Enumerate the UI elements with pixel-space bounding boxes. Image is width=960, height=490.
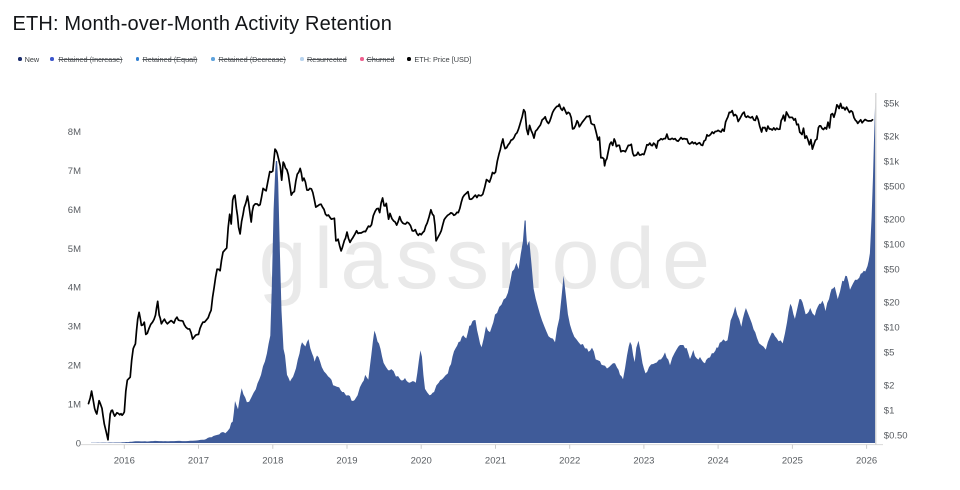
svg-text:$0.50: $0.50: [884, 431, 908, 442]
svg-text:$1: $1: [884, 406, 895, 417]
svg-text:4M: 4M: [68, 283, 81, 294]
svg-text:3M: 3M: [68, 322, 81, 333]
svg-text:8M: 8M: [68, 127, 81, 138]
svg-text:$2k: $2k: [884, 132, 900, 143]
svg-text:2020: 2020: [411, 455, 432, 466]
svg-text:2025: 2025: [782, 455, 803, 466]
svg-text:$10: $10: [884, 323, 900, 334]
svg-text:1M: 1M: [68, 399, 81, 410]
svg-text:$200: $200: [884, 215, 905, 226]
svg-text:$100: $100: [884, 240, 905, 251]
svg-text:2026: 2026: [856, 455, 877, 466]
svg-text:$5: $5: [884, 348, 895, 359]
svg-text:2017: 2017: [188, 455, 209, 466]
svg-text:$5k: $5k: [884, 99, 900, 110]
svg-text:$2: $2: [884, 381, 895, 392]
svg-text:$1k: $1k: [884, 157, 900, 168]
svg-text:2023: 2023: [633, 455, 654, 466]
svg-text:6M: 6M: [68, 205, 81, 216]
svg-text:2M: 2M: [68, 361, 81, 372]
svg-text:2021: 2021: [485, 455, 506, 466]
svg-text:2016: 2016: [114, 455, 135, 466]
svg-text:2022: 2022: [559, 455, 580, 466]
svg-text:5M: 5M: [68, 244, 81, 255]
svg-text:$50: $50: [884, 265, 900, 276]
svg-text:glassnode: glassnode: [259, 211, 718, 307]
svg-text:2019: 2019: [336, 455, 357, 466]
svg-text:0: 0: [76, 438, 81, 449]
svg-text:$500: $500: [884, 182, 905, 193]
svg-text:2018: 2018: [262, 455, 283, 466]
svg-text:2024: 2024: [708, 455, 729, 466]
svg-text:$20: $20: [884, 298, 900, 309]
svg-text:7M: 7M: [68, 166, 81, 177]
